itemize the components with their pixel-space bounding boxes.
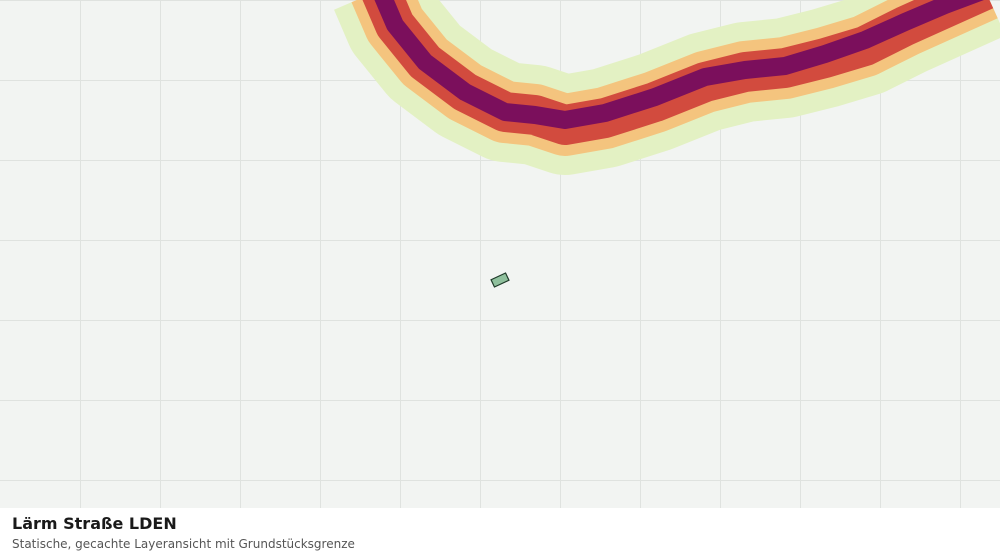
noise-band-very-high (374, 0, 984, 129)
footer: Lärm Straße LDEN Statische, gecachte Lay… (0, 508, 1000, 560)
map (0, 0, 1000, 508)
map-title: Lärm Straße LDEN (12, 514, 177, 533)
map-subtitle: Statische, gecachte Layeransicht mit Gru… (12, 537, 355, 551)
noise-bands (334, 0, 1000, 175)
parcel-boundary (490, 272, 510, 288)
